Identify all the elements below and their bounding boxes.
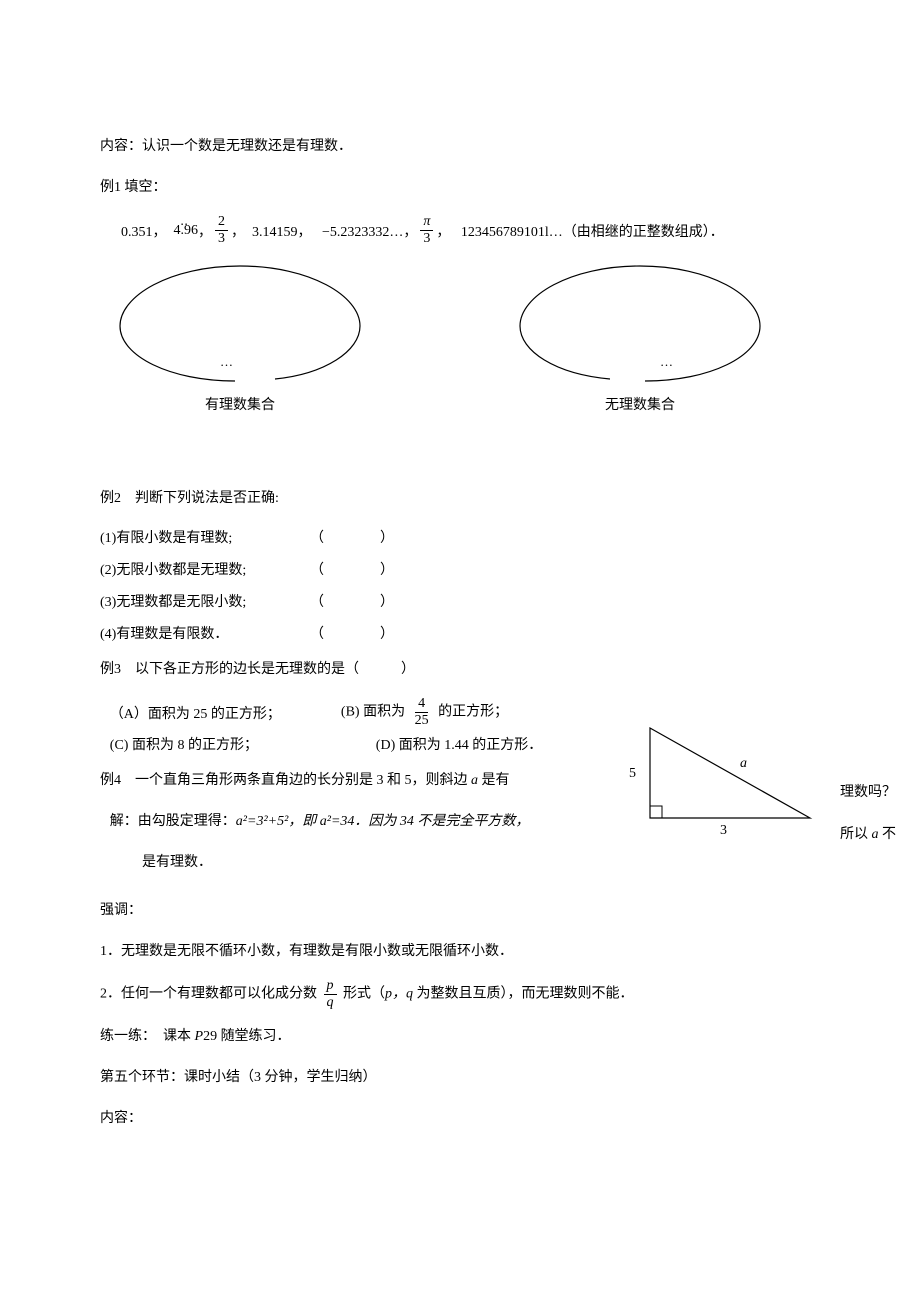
ex4-solution: 解：由勾股定理得：a²=3²+5²，即 a²=34．因为 34 不是完全平方数，	[100, 809, 600, 836]
ex4-block: 5 a 3 例4 一个直角三角形两条直角边的长分别是 3 和 5，则斜边 a 是…	[100, 768, 820, 876]
ex4-line1: 例4 一个直角三角形两条直角边的长分别是 3 和 5，则斜边 a 是有	[100, 768, 590, 795]
tri-label-3: 3	[720, 823, 727, 839]
comma: ，	[436, 221, 450, 241]
comma: ，	[198, 221, 212, 241]
set-dots: …	[660, 354, 673, 370]
ex2-item-text: (4)有理数是有限数．	[100, 623, 310, 643]
ex2-item-text: (2)无限小数都是无理数;	[100, 559, 310, 579]
paren-blank: （ ）	[310, 527, 390, 547]
emph2-c: 为整数且互质），而无理数则不能．	[413, 987, 634, 1002]
optb-post: 的正方形；	[438, 705, 508, 720]
num-0351: 0.351，	[121, 221, 167, 241]
frac-pi-3: π 3	[420, 215, 433, 246]
ex3-opt-b: (B) 面积为 4 25 的正方形；	[341, 697, 508, 728]
comma: ，	[231, 221, 245, 241]
paren-blank: （ ）	[310, 623, 390, 643]
practice-line: 练一练： 课本 P29 随堂练习．	[100, 1024, 820, 1051]
triangle-icon	[615, 718, 825, 838]
ex3-opt-d: (D) 面积为 1.44 的正方形．	[376, 734, 542, 754]
ex4-right1: 理数吗？	[840, 781, 920, 801]
ex2-item-text: (3)无理数都是无限小数;	[100, 591, 310, 611]
emphasis-title: 强调：	[100, 898, 820, 925]
emph2-b: 形式（	[343, 987, 385, 1002]
num-seq-integers: 123456789101l…（由相继的正整数组成）．	[461, 221, 724, 241]
optb-pre: (B) 面积为	[341, 705, 409, 720]
paren-blank: （ ）	[310, 591, 390, 611]
ex2-item-2: (2)无限小数都是无理数; （ ）	[100, 559, 820, 579]
num-314159: 3.14159，	[252, 221, 312, 241]
num-496-recurring: 4.96	[174, 223, 199, 239]
emph2-a: 2．任何一个有理数都可以化成分数	[100, 987, 321, 1002]
part5-title: 第五个环节：课时小结（3 分钟，学生归纳）	[100, 1065, 820, 1092]
frac-2-3: 2 3	[215, 215, 228, 246]
right-triangle-figure: 5 a 3	[615, 718, 825, 838]
rational-ellipse-icon	[110, 256, 370, 386]
ex2-item-text: (1)有限小数是有理数;	[100, 527, 310, 547]
ex3-title: 例3 以下各正方形的边长是无理数的是（ ）	[100, 657, 820, 684]
set-dots: …	[220, 354, 233, 370]
ex2-title: 例2 判断下列说法是否正确:	[100, 486, 820, 513]
paren-blank: （ ）	[310, 559, 390, 579]
num-neg52323: −5.2323332…，	[322, 221, 417, 241]
ex4-sol-tail: 是有理数．	[100, 850, 820, 877]
intro-text: 内容：认识一个数是无理数还是有理数．	[100, 134, 820, 161]
emphasis-2: 2．任何一个有理数都可以化成分数 p q 形式（p，q 为整数且互质），而无理数…	[100, 979, 820, 1010]
frac-den: 25	[412, 713, 432, 728]
frac-4-25: 4 25	[412, 697, 432, 728]
frac-p-q: p q	[324, 979, 337, 1010]
tri-label-5: 5	[629, 766, 636, 782]
frac-num-p: p	[324, 979, 337, 995]
frac-num: 2	[215, 215, 228, 231]
frac-num: 4	[415, 697, 428, 713]
ex2-item-1: (1)有限小数是有理数; （ ）	[100, 527, 820, 547]
content-end: 内容：	[100, 1106, 820, 1133]
sol-label: 解：由勾股定理得：	[110, 814, 236, 829]
rational-label: 有理数集合	[110, 394, 370, 414]
ex3-opt-c: (C) 面积为 8 的正方形；	[100, 734, 316, 754]
practice-b: 29 随堂练习．	[203, 1029, 291, 1044]
tri-label-a: a	[740, 756, 747, 772]
ex4-right2: 所以 a 不	[840, 823, 920, 843]
ex3-opt-a: （A）面积为 25 的正方形；	[100, 703, 281, 723]
var-a: a	[471, 773, 478, 788]
var-a: a	[872, 827, 879, 842]
set-ellipses-row: … 有理数集合 … 无理数集合	[100, 256, 820, 426]
irrational-label: 无理数集合	[510, 394, 770, 414]
ex2-item-4: (4)有理数是有限数． （ ）	[100, 623, 820, 643]
sol-eq: a²=3²+5²，即 a²=34．因为 34 不是完全平方数，	[236, 814, 530, 829]
ex1-title: 例1 填空：	[100, 175, 820, 202]
r2-pre: 所以	[840, 827, 872, 842]
r2-post: 不	[879, 827, 897, 842]
frac-num-pi: π	[420, 215, 433, 231]
ex2-item-3: (3)无理数都是无限小数; （ ）	[100, 591, 820, 611]
numbers-line: 0.351， 4.96 ， 2 3 ， 3.14159， −5.2323332……	[100, 215, 820, 246]
frac-den-3: 3	[420, 231, 433, 246]
irrational-set: … 无理数集合	[510, 256, 770, 426]
irrational-ellipse-icon	[510, 256, 770, 386]
emphasis-1: 1．无理数是无限不循环小数，有理数是有限小数或无限循环小数．	[100, 939, 820, 966]
ex4-l1b: 是有	[478, 773, 510, 788]
ex4-l1a: 例4 一个直角三角形两条直角边的长分别是 3 和 5，则斜边	[100, 773, 471, 788]
var-p: P	[195, 1029, 204, 1044]
rational-set: … 有理数集合	[110, 256, 370, 426]
frac-den: 3	[215, 231, 228, 246]
var-pq: p，q	[385, 987, 413, 1002]
frac-den-q: q	[324, 995, 337, 1010]
practice-a: 练一练： 课本	[100, 1029, 195, 1044]
